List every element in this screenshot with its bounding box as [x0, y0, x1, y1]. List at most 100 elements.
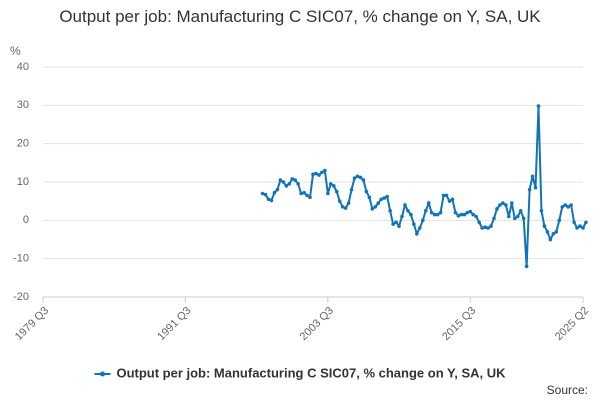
data-point: [269, 198, 274, 203]
data-point: [462, 212, 467, 217]
data-point: [340, 205, 345, 209]
data-point: [418, 226, 422, 230]
data-point: [563, 203, 567, 207]
data-point: [373, 205, 378, 209]
y-tick-label: -20: [13, 291, 29, 303]
data-point: [331, 184, 336, 188]
x-tick-label: 2025 Q2: [553, 305, 591, 343]
y-tick-label: 40: [17, 61, 29, 73]
data-point: [400, 214, 404, 219]
data-point: [296, 182, 300, 186]
data-point: [495, 207, 499, 211]
data-point: [504, 203, 508, 207]
data-point: [480, 226, 484, 230]
data-point: [578, 224, 582, 228]
data-point: [266, 197, 271, 202]
data-point: [507, 214, 511, 219]
data-point: [459, 212, 464, 217]
data-point: [367, 195, 372, 200]
data-point: [447, 199, 452, 203]
data-point: [438, 210, 443, 215]
data-point: [515, 214, 520, 219]
data-point: [409, 212, 413, 217]
data-point: [429, 210, 434, 215]
data-point: [483, 225, 487, 230]
data-point: [533, 185, 538, 190]
data-point: [320, 170, 324, 175]
data-point: [308, 195, 312, 200]
data-point: [278, 178, 283, 182]
data-point: [263, 192, 268, 197]
data-point: [432, 212, 437, 217]
x-tick-label: 2003 Q3: [298, 305, 336, 343]
x-tick-label: 2015 Q3: [440, 305, 478, 343]
data-point: [521, 216, 526, 221]
y-tick-label: 20: [17, 138, 29, 150]
data-point: [284, 184, 289, 188]
data-point: [548, 237, 553, 242]
data-point: [456, 213, 461, 218]
y-tick-label: 0: [23, 214, 29, 226]
data-point: [358, 175, 363, 180]
data-point: [569, 203, 573, 207]
data-point: [542, 224, 547, 228]
data-point: [305, 193, 309, 198]
data-point: [486, 226, 490, 230]
data-point: [501, 201, 505, 205]
data-point: [530, 174, 535, 179]
data-point: [343, 206, 348, 210]
data-point: [370, 207, 375, 211]
data-point: [465, 210, 470, 215]
data-point: [489, 224, 493, 228]
data-point: [423, 208, 428, 213]
data-point: [441, 193, 446, 198]
data-point: [415, 231, 419, 236]
y-tick-label: 10: [17, 176, 29, 188]
data-point: [394, 220, 398, 225]
data-point: [349, 187, 354, 192]
data-point: [509, 201, 514, 205]
data-point: [388, 208, 392, 213]
data-point: [326, 191, 330, 196]
data-point: [323, 168, 327, 173]
data-point: [272, 190, 277, 195]
x-tick-label: 1979 Q3: [13, 305, 51, 343]
data-point: [355, 174, 360, 179]
data-point: [450, 197, 455, 202]
data-point: [474, 214, 478, 219]
data-point: [453, 210, 458, 215]
data-point: [364, 189, 369, 194]
data-point: [385, 194, 389, 199]
data-point: [477, 220, 481, 225]
data-point: [435, 212, 440, 217]
chart-title: Output per job: Manufacturing C SIC07, %…: [59, 7, 541, 26]
data-point: [337, 199, 342, 203]
source: Source:: [547, 383, 588, 397]
data-point: [334, 189, 339, 194]
data-point: [524, 264, 529, 269]
data-point: [391, 222, 395, 226]
data-point: [361, 178, 366, 182]
data-point: [275, 187, 280, 192]
x-tick-label: 1991 Q3: [155, 305, 193, 343]
data-point: [444, 193, 449, 198]
y-tick-label: -10: [13, 253, 29, 265]
data-point: [293, 178, 297, 182]
data-point: [560, 205, 565, 209]
y-tick-label: 30: [17, 99, 29, 111]
data-point: [376, 201, 381, 205]
data-point: [281, 180, 286, 184]
data-point: [584, 220, 588, 225]
series-line: [262, 106, 587, 267]
data-point: [412, 222, 416, 226]
data-point: [492, 216, 496, 221]
data-point: [527, 187, 532, 192]
data-point: [420, 218, 425, 223]
legend-marker: [99, 371, 105, 377]
data-point: [545, 230, 550, 234]
data-point: [512, 216, 517, 221]
data-point: [287, 182, 292, 186]
data-point: [406, 208, 410, 213]
